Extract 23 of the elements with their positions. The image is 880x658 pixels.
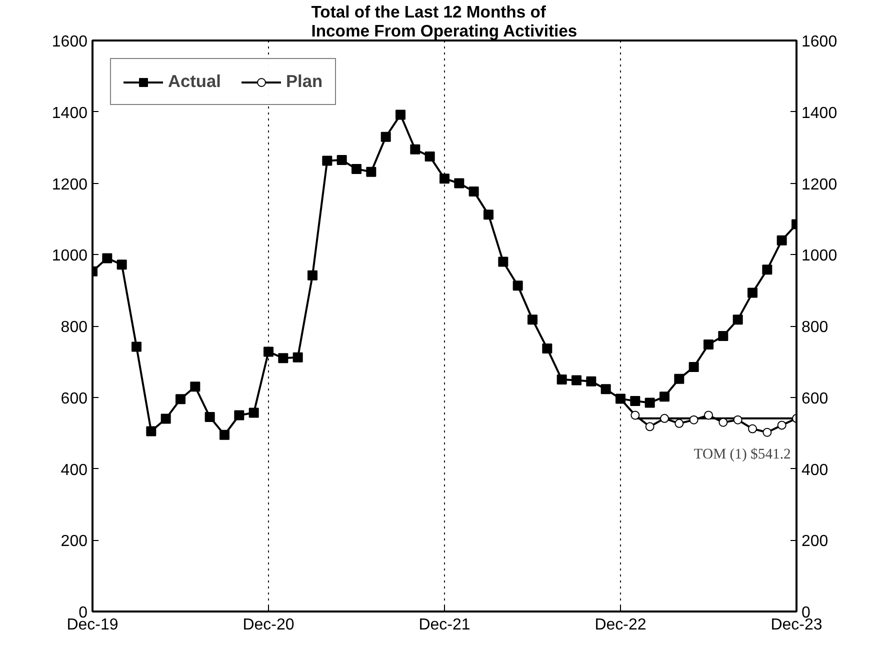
y2-tick-label: 1200 (802, 176, 838, 194)
y-tick-label: 1400 (52, 104, 88, 122)
y2-tick-label: 800 (802, 319, 828, 336)
y2-tick-label: 1000 (802, 248, 838, 265)
y-tick-label: 400 (60, 462, 88, 479)
annotation: TOM (1) $541.2 (694, 446, 791, 462)
x-tick-label: Dec-20 (242, 616, 294, 634)
y-tick-label: 800 (60, 319, 88, 336)
y-tick-label: 200 (60, 533, 88, 550)
y2-tick-label: 1600 (802, 34, 838, 50)
y-tick-label: 1000 (52, 248, 88, 265)
legend-label: Plan (286, 71, 323, 92)
x-tick-label: Dec-21 (418, 616, 470, 634)
y-tick-label: 1200 (52, 176, 88, 194)
y-tick-label: 600 (60, 390, 88, 408)
y2-tick-label: 400 (802, 462, 828, 479)
chart-title: Total of the Last 12 Months of Income From Operating Activities (311, 2, 578, 40)
y-tick-label: 1600 (52, 34, 88, 50)
y2-tick-label: 1400 (802, 104, 838, 122)
x-tick-label: Dec-22 (594, 616, 646, 634)
y2-tick-label: 200 (802, 533, 828, 550)
legend-label: Actual (168, 71, 221, 92)
y2-tick-label: 600 (802, 390, 828, 408)
